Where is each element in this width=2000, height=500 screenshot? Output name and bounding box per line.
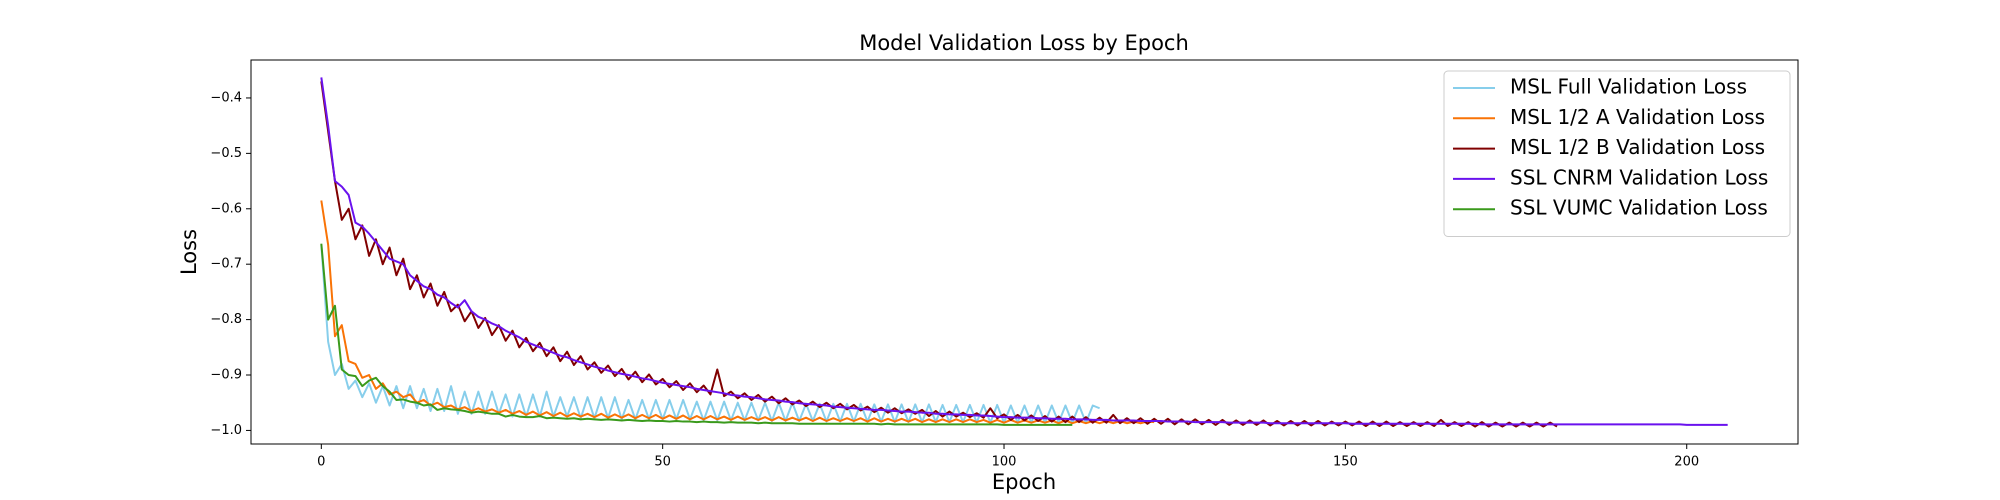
y-tick-label: −0.8 [210,312,242,327]
y-tick-label: −0.4 [210,90,242,105]
legend-label: SSL CNRM Validation Loss [1510,165,1768,189]
x-tick-label: 100 [992,455,1017,470]
y-tick-label: −0.7 [210,257,242,272]
series-line [320,81,1558,428]
y-tick-label: −0.6 [210,201,242,216]
chart-title: Model Validation Loss by Epoch [859,31,1189,55]
legend-label: MSL 1/2 A Validation Loss [1510,105,1765,129]
series-line [320,200,1155,425]
legend-label: MSL 1/2 B Validation Loss [1510,135,1765,159]
series-line [320,243,1073,426]
x-tick-label: 150 [1333,455,1358,470]
x-tick-label: 200 [1674,455,1699,470]
legend-label: MSL Full Validation Loss [1510,75,1747,99]
x-axis-label: Epoch [992,470,1056,494]
x-tick-label: 50 [654,455,671,470]
series-line [320,77,1728,426]
x-tick-label: 0 [317,455,325,470]
y-tick-label: −1.0 [210,423,242,438]
y-tick-label: −0.5 [210,146,242,161]
plot-frame [250,59,1799,445]
legend-label: SSL VUMC Validation Loss [1510,196,1768,220]
legend-box [1443,70,1791,237]
y-axis-label: Loss [177,229,201,275]
y-tick-label: −0.9 [210,368,242,383]
series-line [320,244,1100,424]
